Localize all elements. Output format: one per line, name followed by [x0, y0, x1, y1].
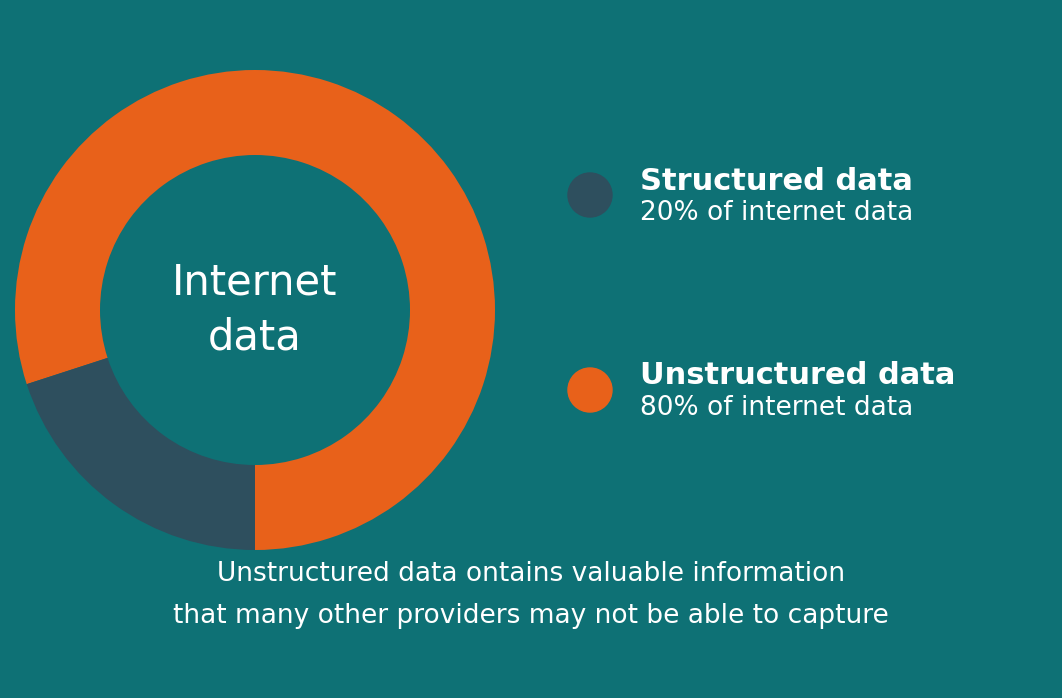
Circle shape	[568, 368, 612, 412]
Wedge shape	[27, 358, 255, 550]
Text: Unstructured data: Unstructured data	[640, 362, 956, 390]
Text: 80% of internet data: 80% of internet data	[640, 395, 913, 421]
Circle shape	[568, 173, 612, 217]
Wedge shape	[15, 70, 495, 550]
Text: Structured data: Structured data	[640, 167, 913, 195]
Text: 20% of internet data: 20% of internet data	[640, 200, 913, 226]
Text: Unstructured data ontains valuable information
that many other providers may not: Unstructured data ontains valuable infor…	[173, 561, 889, 629]
Text: Internet
data: Internet data	[172, 261, 338, 359]
